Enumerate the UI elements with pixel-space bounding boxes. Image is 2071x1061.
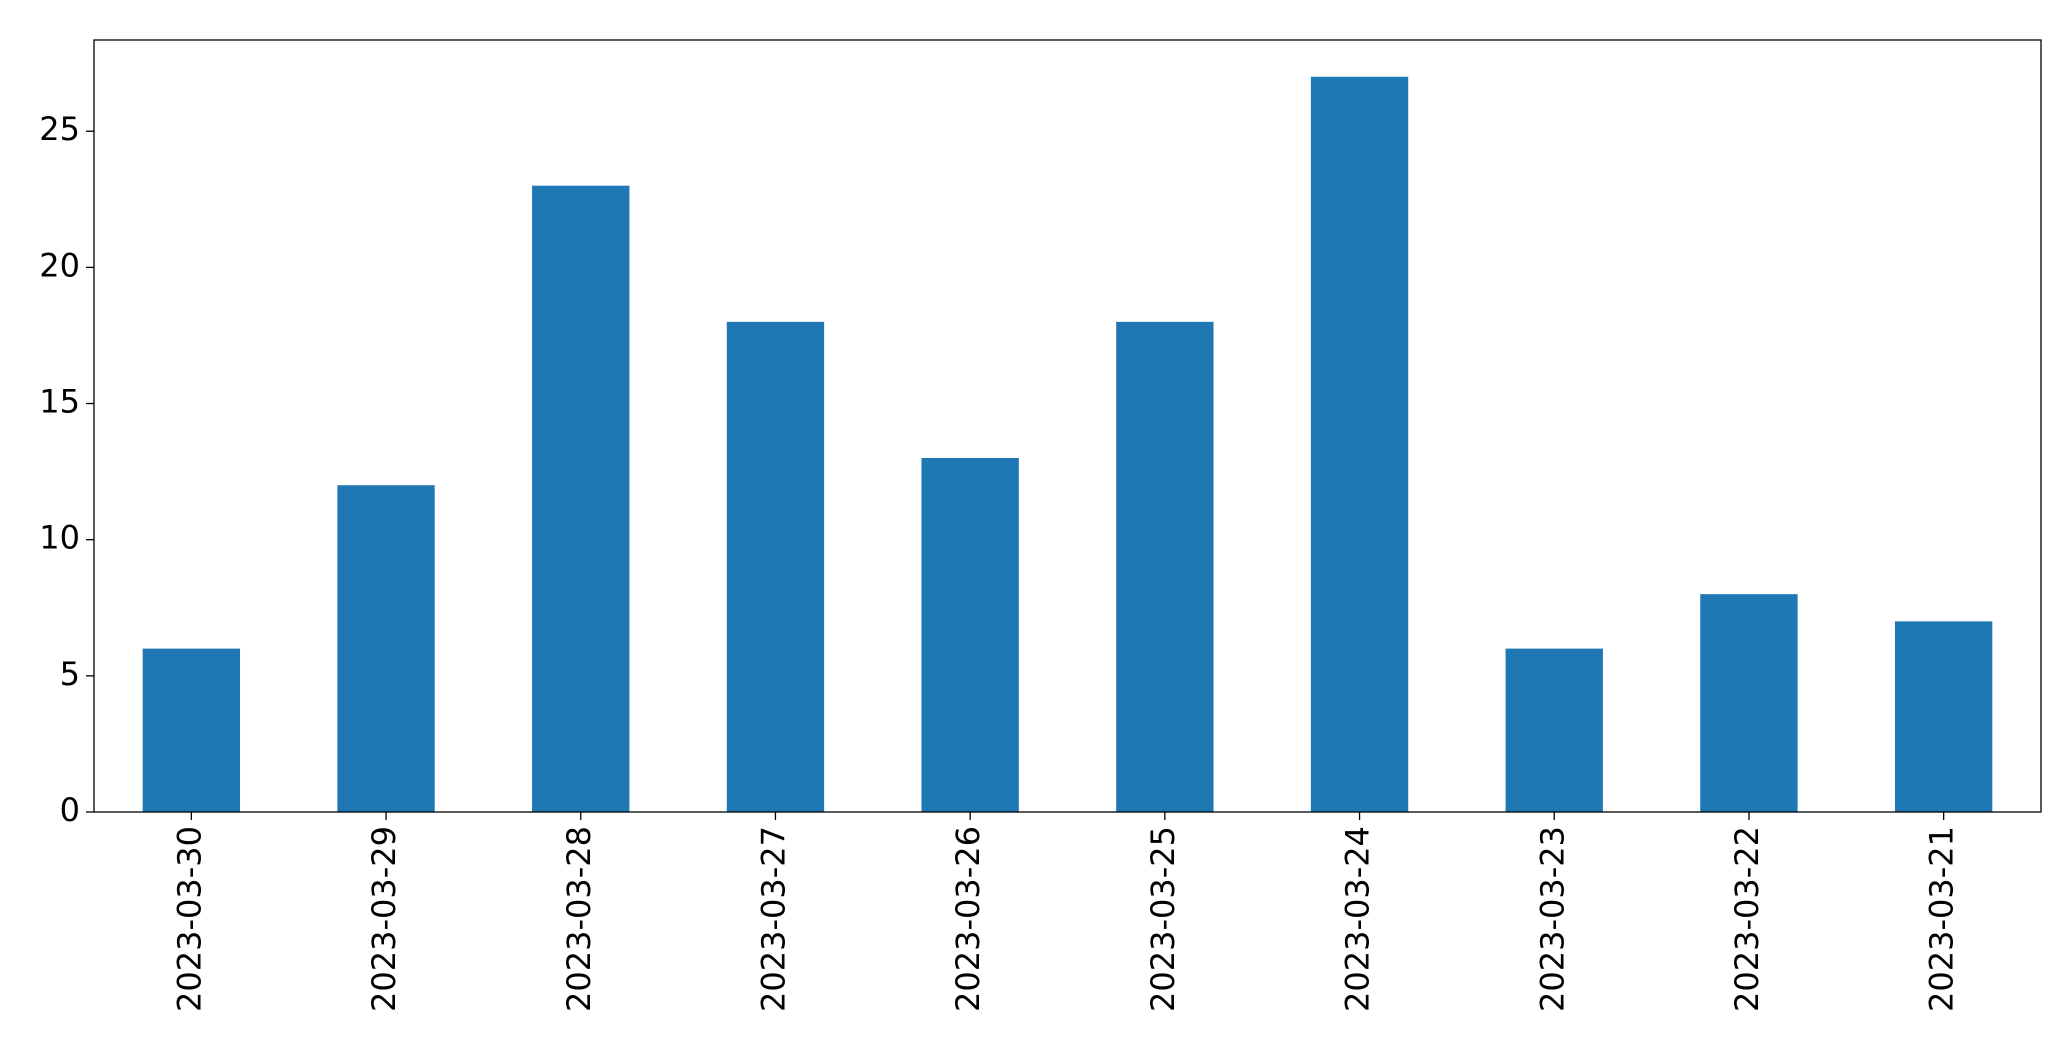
x-tick-label: 2023-03-22 [1728, 826, 1766, 1012]
x-tick-label: 2023-03-28 [560, 826, 598, 1012]
x-tick-label: 2023-03-25 [1144, 826, 1182, 1012]
bar [1700, 594, 1798, 812]
bar [1310, 76, 1409, 812]
bar [532, 185, 630, 813]
bar [1116, 321, 1214, 812]
bar [1505, 648, 1603, 812]
x-tick-label: 2023-03-26 [949, 826, 987, 1012]
y-tick-label: 5 [60, 655, 80, 693]
y-tick-label: 20 [39, 246, 80, 284]
y-tick-label: 25 [39, 110, 80, 148]
x-tick-label: 2023-03-23 [1533, 826, 1571, 1012]
axes-frame [93, 39, 2042, 813]
bar [337, 485, 435, 812]
x-tick-label: 2023-03-24 [1339, 826, 1377, 1012]
x-tick-label: 2023-03-30 [170, 826, 208, 1012]
y-tick-label: 10 [39, 519, 80, 557]
x-tick-label: 2023-03-27 [754, 826, 792, 1012]
x-tick-label: 2023-03-21 [1923, 826, 1961, 1012]
y-tick-label: 15 [39, 383, 80, 421]
bar [726, 321, 825, 812]
bar [142, 648, 241, 812]
x-tick-label: 2023-03-29 [365, 826, 403, 1012]
bar [921, 457, 1019, 812]
y-tick-label: 0 [60, 791, 80, 829]
bar [1894, 621, 1993, 812]
plot-area [142, 76, 1993, 813]
